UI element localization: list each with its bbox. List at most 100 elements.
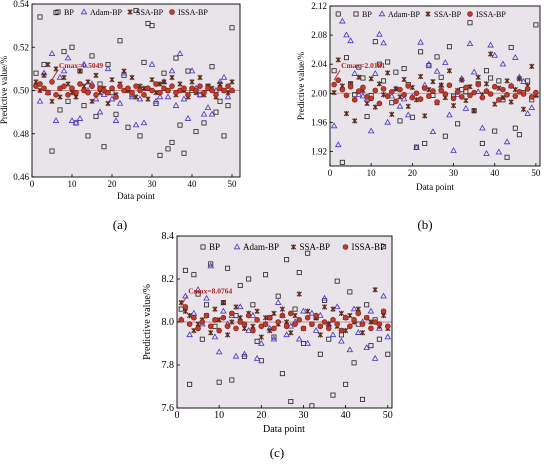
- bp-point: [305, 250, 311, 256]
- ssa-point: [216, 317, 222, 323]
- bp-point: [85, 133, 91, 139]
- adam-point: [512, 54, 519, 60]
- ssa-point: [93, 72, 99, 78]
- y-tick-label: 2.12: [311, 1, 327, 11]
- bp-point: [372, 39, 378, 45]
- bp-point: [246, 276, 252, 282]
- bp-point: [296, 270, 302, 276]
- bp-point: [81, 103, 87, 109]
- bp-point: [213, 109, 219, 115]
- x-tick-label: 30: [148, 179, 158, 189]
- adam-point: [36, 97, 44, 104]
- issa-point: [343, 92, 350, 99]
- bp-legend-icon: [200, 244, 206, 250]
- adam-point: [203, 294, 210, 301]
- issa-point: [330, 317, 336, 323]
- adam-point: [156, 93, 164, 100]
- issa-point: [266, 314, 273, 321]
- issa-point: [186, 321, 193, 327]
- issa-point: [334, 321, 340, 327]
- bp-point: [393, 69, 399, 75]
- ssa-point: [330, 306, 336, 312]
- chart-panel-1: 0 10 20 30 40 50 0.46 0.48 0.50 0.52 0.54 Data poin…: [0, 0, 241, 232]
- bp-point: [381, 244, 387, 250]
- legend-label-ssa: SSA-BP: [300, 242, 331, 252]
- legend-label-bp: BP: [64, 8, 74, 17]
- adam-legend-icon: [80, 8, 88, 15]
- legend: BP Adam-BP SSA-BP ISSA-BP: [55, 8, 208, 17]
- adam-point: [188, 67, 196, 74]
- adam-point: [245, 326, 252, 333]
- legend-label-adam: Adam-BP: [243, 242, 279, 252]
- bp-point: [37, 14, 43, 20]
- issa-point: [338, 327, 345, 334]
- adam-point: [413, 144, 420, 151]
- ssa-point: [508, 99, 514, 105]
- issa-point: [360, 84, 366, 91]
- x-tick-label: 0: [175, 410, 180, 421]
- ssa-point: [372, 104, 378, 110]
- adam-point: [524, 110, 531, 116]
- adam-point: [204, 104, 212, 110]
- issa-point: [347, 323, 353, 330]
- ssa-point: [121, 68, 127, 74]
- bp-point: [133, 7, 139, 13]
- bp-point: [279, 371, 285, 377]
- adam-point: [346, 346, 354, 353]
- issa-point: [384, 93, 391, 99]
- adam-point: [52, 117, 60, 123]
- x-tick-label: 40: [341, 410, 351, 421]
- issa-point: [384, 323, 391, 330]
- issa-point: [182, 304, 189, 310]
- legend-label-issa: ISSA-BP: [476, 10, 506, 19]
- adam-point: [520, 78, 527, 84]
- issa-point: [245, 312, 252, 319]
- ssa-point: [417, 73, 424, 80]
- ssa-point: [401, 76, 407, 83]
- chart-panel-2: 0 10 20 30 40 50 1.92 1.96 2.00 2.04 2.08 2.12 Data …: [296, 1, 541, 232]
- ssa-point: [271, 310, 277, 317]
- issa-point: [296, 317, 303, 323]
- issa-point: [288, 310, 294, 317]
- issa-point: [77, 81, 83, 87]
- ssa-point: [85, 79, 91, 85]
- adam-point: [172, 102, 180, 108]
- issa-point: [229, 87, 235, 94]
- adam-point: [304, 339, 311, 346]
- bp-point: [533, 22, 539, 28]
- bp-point: [263, 272, 269, 278]
- adam-point: [300, 307, 307, 314]
- issa-point: [491, 83, 498, 90]
- ssa-point: [89, 98, 95, 104]
- issa-point: [417, 96, 424, 102]
- bp-point: [173, 55, 179, 61]
- ssa-point: [229, 319, 235, 325]
- adam-point: [333, 303, 341, 310]
- issa-point: [479, 94, 486, 101]
- bp-point: [193, 129, 199, 135]
- issa-point: [181, 85, 187, 92]
- adam-point: [186, 331, 193, 338]
- y-tick-label: 0.50: [13, 86, 29, 96]
- adam-point: [208, 110, 216, 117]
- adam-point: [367, 307, 375, 314]
- bp-point: [343, 381, 349, 387]
- bp-point: [229, 25, 235, 31]
- ssa-point: [77, 68, 83, 74]
- legend-label-adam: Adam-BP: [90, 8, 123, 17]
- x-tick-label: 10: [68, 179, 78, 189]
- adam-point: [329, 331, 337, 338]
- issa-point: [524, 86, 531, 92]
- issa-point: [199, 319, 206, 325]
- bp-point: [101, 144, 107, 150]
- issa-point: [397, 86, 403, 93]
- bp-point: [335, 11, 341, 17]
- issa-point: [165, 87, 171, 94]
- series-issa: [33, 79, 235, 100]
- ssa-point: [463, 97, 469, 104]
- ssa-point: [487, 51, 494, 57]
- ssa-point: [459, 77, 465, 83]
- issa-point: [475, 81, 482, 88]
- adam-point: [184, 115, 192, 121]
- adam-point: [68, 117, 76, 123]
